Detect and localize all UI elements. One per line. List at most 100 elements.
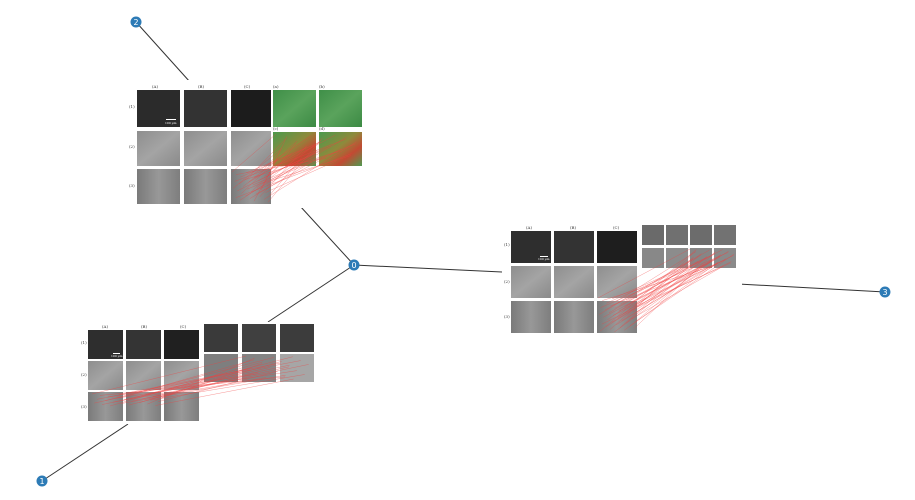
overlay-label: (a) xyxy=(273,84,279,89)
graph-edge-0-1 xyxy=(267,264,355,323)
match-line xyxy=(158,371,278,402)
match-line xyxy=(142,377,266,400)
graph-node-1[interactable] xyxy=(36,475,48,487)
match-line xyxy=(231,133,277,173)
match-line xyxy=(238,135,312,185)
match-line xyxy=(242,159,277,187)
micrograph-panel xyxy=(88,330,123,359)
graph-edge-0-2 xyxy=(135,21,191,83)
graph-node-label: 2 xyxy=(133,18,138,27)
micrograph-panel xyxy=(88,361,123,390)
row-label: (3) xyxy=(504,314,510,319)
match-line xyxy=(102,364,290,405)
figure-thumbnail-node-3: (A) (B) (C) (1) (2) (3) 100 µm xyxy=(502,222,742,336)
overlay-label: (d) xyxy=(319,126,325,131)
row-label: (1) xyxy=(129,104,135,109)
match-line xyxy=(609,256,694,330)
row-label: (1) xyxy=(504,242,510,247)
graph-edge-0-1 xyxy=(41,423,129,482)
micrograph-panel xyxy=(280,324,314,352)
match-line xyxy=(241,140,298,194)
micrograph-panel xyxy=(666,225,688,245)
micrograph-panel xyxy=(690,225,712,245)
match-line xyxy=(627,250,697,317)
micrograph-panel xyxy=(88,392,123,421)
match-line xyxy=(115,370,297,399)
keypoint-match-lines xyxy=(91,355,309,407)
match-line xyxy=(248,147,307,183)
match-line xyxy=(634,254,702,306)
micrograph-panel xyxy=(184,90,227,127)
micrograph-panel xyxy=(554,231,594,263)
match-line xyxy=(635,263,705,322)
match-line xyxy=(99,376,285,396)
micrograph-panel xyxy=(164,392,199,421)
graph-node-label: 3 xyxy=(882,288,887,297)
match-line xyxy=(624,264,704,307)
match-line xyxy=(109,361,263,407)
match-line xyxy=(263,141,357,200)
column-label: (A) xyxy=(152,84,158,89)
match-line xyxy=(617,260,699,319)
match-line xyxy=(251,152,293,192)
column-label: (B) xyxy=(141,324,148,329)
column-label: (B) xyxy=(198,84,205,89)
overlay-label: (b) xyxy=(319,84,325,89)
scale-bar-label: 100 µm xyxy=(111,354,123,358)
match-line xyxy=(614,254,721,333)
match-line xyxy=(94,367,251,404)
micrograph-panel xyxy=(554,301,594,333)
overlay-label: (c) xyxy=(273,126,279,131)
match-line xyxy=(123,367,270,401)
match-line xyxy=(603,255,721,318)
match-line xyxy=(600,252,729,308)
micrograph-panel xyxy=(184,169,227,204)
match-line xyxy=(607,253,702,320)
row-label: (3) xyxy=(129,183,135,188)
graph-node-3[interactable] xyxy=(879,286,891,298)
match-line xyxy=(249,161,313,199)
match-line xyxy=(91,355,247,395)
figure-thumbnail-node-1: (A) (B) (C) (1) (2) (3) 100 µm xyxy=(80,322,318,424)
scale-bar-label: 100 µm xyxy=(165,121,177,125)
column-label: (A) xyxy=(102,324,108,329)
micrograph-panel xyxy=(511,301,551,333)
micrograph-panel xyxy=(137,169,180,204)
fluorescence-panel xyxy=(319,90,362,127)
match-line xyxy=(104,357,274,401)
graph-edge-0-3 xyxy=(353,264,503,273)
match-line xyxy=(128,371,259,406)
match-line xyxy=(247,156,327,190)
micrograph-panel xyxy=(511,231,551,263)
graph-edge-0-2 xyxy=(299,205,355,266)
match-line xyxy=(150,374,305,401)
micrograph-panel xyxy=(231,131,271,166)
match-line xyxy=(610,259,726,307)
graph-nodes: 0 1 2 3 xyxy=(36,16,891,487)
column-label: (C) xyxy=(613,225,620,230)
graph-node-2[interactable] xyxy=(130,16,142,28)
match-line xyxy=(602,264,718,301)
match-line xyxy=(236,158,326,175)
match-line xyxy=(118,362,282,395)
micrograph-panel xyxy=(184,131,227,166)
match-line xyxy=(601,261,732,325)
row-label: (2) xyxy=(129,144,135,149)
micrograph-panel xyxy=(597,231,637,263)
row-label: (2) xyxy=(504,279,510,284)
row-label: (3) xyxy=(81,404,87,409)
match-line xyxy=(256,139,322,188)
match-line xyxy=(267,138,323,203)
graph-edges xyxy=(41,21,886,482)
graph-node-label: 0 xyxy=(351,261,356,270)
keypoint-match-lines xyxy=(597,248,735,333)
graph-node-0[interactable] xyxy=(348,259,360,271)
micrograph-panel xyxy=(231,90,271,127)
fluorescence-panel xyxy=(273,90,316,127)
match-line xyxy=(600,249,697,332)
match-line xyxy=(629,253,735,327)
micrograph-panel xyxy=(511,266,551,298)
match-line xyxy=(631,266,724,320)
match-line xyxy=(619,264,692,328)
